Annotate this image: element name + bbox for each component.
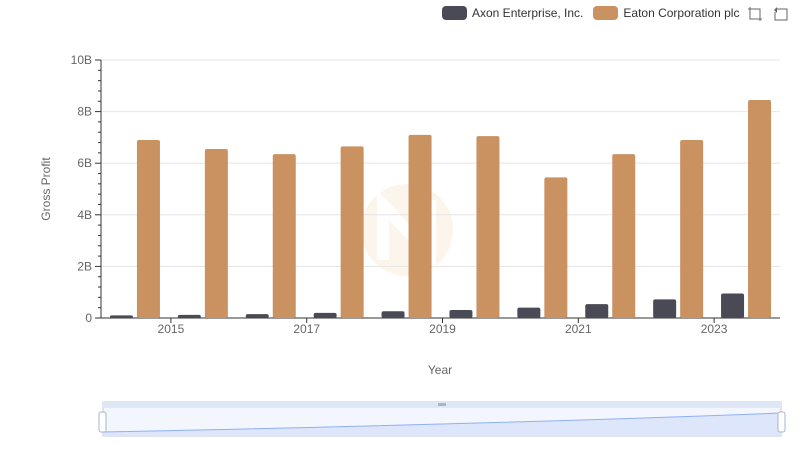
x-tick-label: 2017 (293, 322, 320, 336)
x-axis-title: Year (428, 363, 452, 377)
bar-eaton-2016 (272, 154, 296, 318)
bar-axon-2021 (585, 304, 609, 318)
bar-axon-2019 (449, 310, 473, 318)
bar-axon-2023 (721, 293, 745, 318)
bar-eaton-2021 (612, 154, 636, 318)
bar-eaton-2020 (544, 177, 568, 318)
bar-eaton-2015 (204, 149, 228, 318)
y-tick-label: 4B (77, 208, 92, 222)
x-tick-label: 2023 (701, 322, 728, 336)
y-tick-label: 6B (77, 156, 92, 170)
bar-axon-2014 (109, 315, 133, 318)
zoom-handle-left[interactable] (98, 411, 107, 433)
x-tick-label: 2021 (565, 322, 592, 336)
legend-label-axon: Axon Enterprise, Inc. (472, 6, 584, 20)
zoom-handle-right[interactable] (777, 411, 786, 433)
y-tick-label: 8B (77, 105, 92, 119)
y-axis-title: Gross Profit (39, 157, 53, 221)
x-tick-label: 2015 (158, 322, 185, 336)
legend-item-axon[interactable]: Axon Enterprise, Inc. (442, 6, 583, 20)
y-tick-label: 0 (85, 311, 92, 325)
toolbox (747, 6, 789, 22)
zoom-preview-line (102, 412, 782, 433)
bar-eaton-2022 (680, 139, 704, 318)
bar-eaton-2017 (340, 146, 364, 318)
bar-eaton-2023 (748, 99, 772, 319)
bar-eaton-2019 (476, 136, 500, 318)
legend: Axon Enterprise, Inc. Eaton Corporation … (442, 4, 749, 22)
zoom-icon[interactable] (747, 6, 763, 22)
bar-axon-2022 (653, 299, 677, 318)
data-zoom-slider (98, 401, 786, 437)
zoom-move-handle[interactable] (438, 403, 446, 406)
bar-eaton-2018 (408, 134, 432, 318)
bar-axon-2018 (381, 311, 405, 318)
legend-swatch-eaton (593, 6, 619, 20)
restore-icon[interactable] (773, 6, 789, 22)
bar-axon-2020 (517, 307, 541, 318)
bar-axon-2016 (245, 314, 269, 318)
watermark-logo (361, 184, 453, 276)
y-tick-label: 2B (77, 259, 92, 273)
bar-eaton-2014 (136, 139, 160, 318)
legend-item-eaton[interactable]: Eaton Corporation plc (593, 6, 739, 20)
legend-swatch-axon (442, 6, 467, 20)
legend-label-eaton: Eaton Corporation plc (623, 6, 740, 20)
bar-axon-2015 (177, 314, 201, 318)
y-tick-label: 10B (71, 53, 92, 67)
bar-axon-2017 (313, 312, 337, 318)
x-tick-label: 2019 (429, 322, 456, 336)
